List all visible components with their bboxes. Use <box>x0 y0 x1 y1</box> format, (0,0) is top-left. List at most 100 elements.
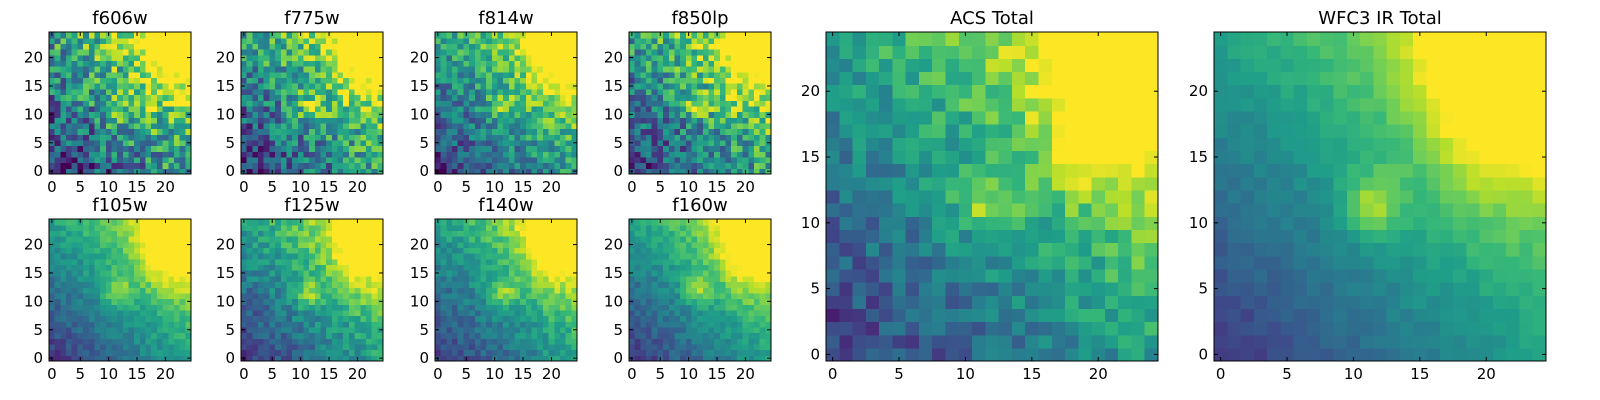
heatmap-cell <box>736 321 744 328</box>
heatmap-cell <box>162 117 169 124</box>
heatmap-cell <box>634 54 641 61</box>
heatmap-cell <box>314 88 322 96</box>
heatmap-cell <box>377 292 384 300</box>
heatmap-cell <box>269 298 276 305</box>
heatmap-cell <box>88 355 96 362</box>
heatmap-cell <box>377 134 384 141</box>
heatmap-cell <box>719 315 727 322</box>
heatmap-cell <box>122 83 130 90</box>
heatmap-cell <box>520 117 527 124</box>
heatmap-cell <box>246 134 253 141</box>
heatmap-cell <box>100 332 107 339</box>
heatmap-cell <box>377 122 384 130</box>
heatmap-cell <box>680 71 687 79</box>
heatmap-cell <box>480 122 487 130</box>
heatmap-cell <box>554 326 561 334</box>
heatmap-cell <box>435 37 442 44</box>
heatmap-cell <box>565 66 572 73</box>
heatmap-cell <box>446 338 453 345</box>
heatmap-cell <box>452 304 459 311</box>
heatmap-cell <box>446 292 453 300</box>
heatmap-cell <box>691 60 698 67</box>
heatmap-cell <box>66 241 73 248</box>
heatmap-cell <box>105 139 113 147</box>
heatmap-cell <box>320 88 327 96</box>
heatmap-cell <box>668 298 676 305</box>
heatmap-cell <box>508 292 516 300</box>
heatmap-cell <box>742 292 749 300</box>
heatmap-cell <box>542 298 550 305</box>
heatmap-cell <box>753 298 761 305</box>
heatmap-cell <box>297 111 305 118</box>
heatmap-cell <box>145 321 152 328</box>
heatmap-cell <box>531 83 538 90</box>
heatmap-cell <box>365 162 373 169</box>
heatmap-cell <box>71 88 78 96</box>
heatmap-cell <box>508 139 516 147</box>
heatmap-cell <box>480 349 487 356</box>
heatmap-cell <box>275 304 282 311</box>
heatmap-cell <box>525 111 533 118</box>
heatmap-cell <box>292 162 299 169</box>
heatmap-cell <box>748 49 755 56</box>
heatmap-cell <box>497 247 504 254</box>
heatmap-cell <box>559 230 567 237</box>
heatmap-cell <box>331 111 339 118</box>
heatmap-cell <box>365 151 373 158</box>
heatmap-cell <box>520 128 527 135</box>
heatmap-cell <box>452 54 459 61</box>
heatmap-cell <box>105 111 113 118</box>
heatmap-cell <box>241 338 248 345</box>
heatmap-cell <box>179 349 186 356</box>
heatmap-cell <box>100 264 107 271</box>
heatmap-cell <box>571 37 578 44</box>
heatmap-cell <box>371 309 378 317</box>
heatmap-cell <box>651 94 658 101</box>
heatmap-cell <box>452 128 459 135</box>
heatmap-cell <box>559 338 567 345</box>
heatmap-cell <box>303 32 310 39</box>
heatmap-cell <box>156 315 164 322</box>
heatmap-cell <box>105 258 113 266</box>
heatmap-cell <box>354 224 361 231</box>
heatmap-cell <box>708 309 715 317</box>
heatmap-cell <box>122 219 130 226</box>
heatmap-cell <box>343 156 350 164</box>
heatmap-cell <box>657 298 664 305</box>
heatmap-cell <box>139 281 147 288</box>
heatmap-cell <box>100 253 107 260</box>
heatmap-cell <box>571 145 578 152</box>
heatmap-cell <box>753 343 761 351</box>
heatmap-cell <box>360 355 367 362</box>
heatmap-cell <box>480 332 487 339</box>
heatmap-cell <box>554 156 561 164</box>
x-tick-label: 0 <box>47 178 57 196</box>
heatmap-cell <box>286 122 293 130</box>
heatmap-cell <box>491 298 499 305</box>
heatmap-cell <box>440 270 447 277</box>
heatmap-cell <box>94 94 101 101</box>
heatmap-cell <box>531 241 538 248</box>
heatmap-cell <box>497 60 504 67</box>
heatmap-cell <box>292 241 299 248</box>
heatmap-cell <box>77 241 84 248</box>
heatmap-cell <box>486 139 493 147</box>
heatmap-cell <box>117 54 124 61</box>
heatmap-cell <box>246 145 253 152</box>
heatmap-cell <box>117 326 124 334</box>
heatmap-cell <box>263 71 270 79</box>
heatmap-cell <box>725 122 732 130</box>
heatmap-cell <box>736 162 744 169</box>
heatmap-cell <box>292 145 299 152</box>
heatmap-cell <box>565 134 572 141</box>
heatmap-cell <box>486 162 493 169</box>
heatmap-cell <box>565 236 572 243</box>
heatmap-cell <box>691 281 698 288</box>
heatmap-cell <box>156 264 164 271</box>
heatmap-cell <box>565 247 572 254</box>
heatmap-cell <box>531 156 538 164</box>
heatmap-cell <box>497 315 504 322</box>
heatmap-cell <box>542 37 550 44</box>
heatmap-cell <box>77 236 84 243</box>
